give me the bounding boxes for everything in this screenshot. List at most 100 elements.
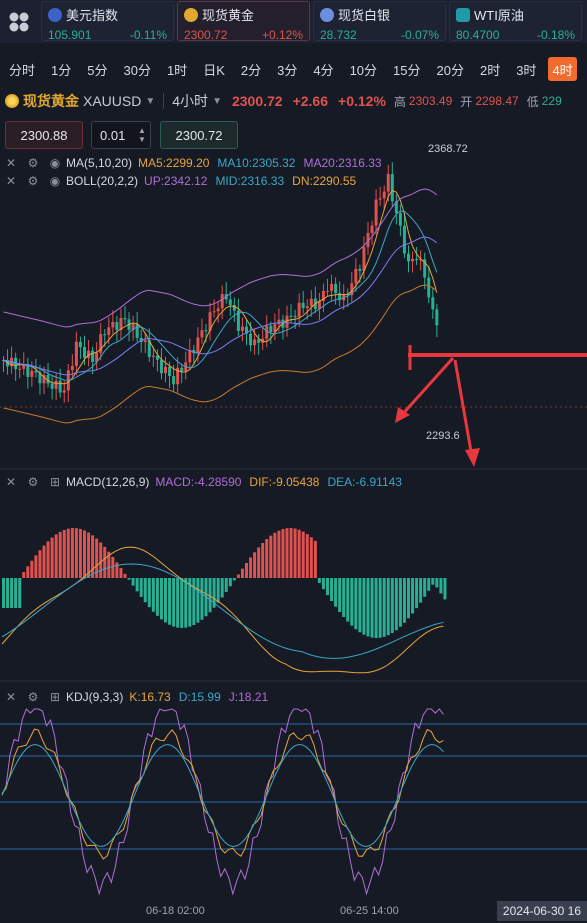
candle-body [220,294,224,309]
candle-body [362,247,366,271]
interval-tab[interactable]: 1分 [51,63,72,78]
sell-price-button[interactable]: 2300.88 [5,121,83,149]
macd-bar [398,578,402,627]
macd-bar [164,578,167,623]
eye-icon[interactable]: ◉ [49,156,61,170]
buy-price-button[interactable]: 2300.72 [160,121,238,149]
candle-body [164,366,167,374]
macd-bar [54,534,58,578]
close-icon[interactable]: ✕ [5,690,17,704]
close-icon[interactable]: ✕ [5,475,17,489]
candle-body [54,380,58,389]
interval-tab[interactable]: 15分 [393,63,421,78]
apps-menu-button[interactable] [0,0,38,43]
ticker-usd-index[interactable]: 美元指数 105.901 -0.11% [41,1,174,42]
interval-tab[interactable]: 4分 [313,63,334,78]
interval-tab[interactable]: 10分 [349,63,378,78]
candle-body [398,213,402,226]
interval-tab[interactable]: 日K [203,63,225,78]
chevron-down-icon[interactable]: ▼ [212,95,222,107]
ticker-spot-gold[interactable]: 现货黄金 2300.72 +0.12% [177,1,310,42]
candle-body [386,174,390,192]
macd-bar [362,578,366,635]
candlestick-chart[interactable] [0,145,587,470]
macd-bar [330,578,334,601]
macd-chart[interactable] [0,492,587,682]
interval-tab[interactable]: 5分 [87,63,108,78]
ticker-change: +0.12% [261,28,303,42]
candle-body [350,283,354,296]
dea-value: DEA:-6.91143 [327,475,402,489]
interval-tab[interactable]: 30分 [123,63,151,78]
candle-body [358,268,362,271]
high-value: 2303.49 [408,94,453,108]
gear-icon[interactable]: ⚙ [27,475,39,489]
candle-body [382,191,386,199]
indicator-name: MACD(12,26,9) [66,475,150,489]
macd-bar [103,546,107,578]
close-icon[interactable]: ✕ [5,156,17,170]
macd-bar [6,578,10,608]
macd-bar [127,578,131,580]
macd-bar [232,578,236,581]
macd-bar [70,528,74,578]
chevron-down-icon[interactable]: ▼ [145,95,156,107]
candle-body [253,339,257,346]
macd-bar [123,573,127,578]
interval-tab[interactable]: 4时 [548,57,577,81]
period-high-label: 2368.72 [428,143,468,155]
macd-bar [184,578,188,628]
quantity-stepper[interactable]: ▲ ▼ [133,121,151,149]
price-change: +2.66 [292,93,329,109]
candle-body [301,302,305,309]
symbol-name[interactable]: 现货黄金 [23,93,79,109]
caret-down-icon[interactable]: ▼ [138,135,146,144]
expand-icon[interactable]: ⊞ [49,690,61,704]
interval-tab[interactable]: 分时 [9,63,36,78]
candle-body [394,201,398,214]
macd-bar [326,578,329,596]
macd-bar [313,540,317,578]
kdj-chart[interactable] [0,704,587,900]
candle-body [309,298,313,307]
candle-body [103,334,107,336]
macd-bar [50,537,54,578]
macd-bar [135,578,139,592]
macd-bar [249,557,253,578]
interval-tab[interactable]: 2分 [240,63,262,78]
macd-bar [26,566,30,578]
interval-tab[interactable]: 2时 [479,63,501,78]
macd-bar [419,578,423,603]
candle-body [50,383,54,389]
expand-icon[interactable]: ⊞ [49,475,61,489]
interval-tab[interactable]: 1时 [166,63,188,78]
caret-up-icon[interactable]: ▲ [138,126,146,135]
macd-bar [168,578,172,625]
interval-tab[interactable]: 20分 [436,63,464,78]
interval-tab[interactable]: 3分 [277,63,298,78]
indicator-name: MA(5,10,20) [66,156,133,170]
macd-bar [176,578,180,628]
gear-icon[interactable]: ⚙ [27,156,39,170]
gear-icon[interactable]: ⚙ [27,174,39,188]
open-value: 2298.47 [475,94,519,108]
macd-bar [423,578,427,597]
candle-body [131,324,135,330]
candle-body [38,372,42,384]
candle-body [87,350,91,358]
macd-bar [358,578,362,633]
ticker-spot-silver[interactable]: 现货白银 28.732 -0.07% [313,1,446,42]
candle-body [354,268,358,284]
close-icon[interactable]: ✕ [5,174,17,188]
ticker-wti-oil[interactable]: WTI原油 80.4700 -0.18% [449,1,582,42]
candle-body [366,232,370,248]
interval-tab[interactable]: 3时 [516,63,537,78]
eye-icon[interactable]: ◉ [49,174,61,188]
candle-body [204,330,208,332]
gear-icon[interactable]: ⚙ [27,690,39,704]
quantity-input[interactable]: 0.01 [91,121,151,149]
macd-bar [402,578,406,623]
period-selector[interactable]: 4小时 [172,93,209,109]
candle-body [188,349,192,363]
macd-bar [443,578,447,600]
